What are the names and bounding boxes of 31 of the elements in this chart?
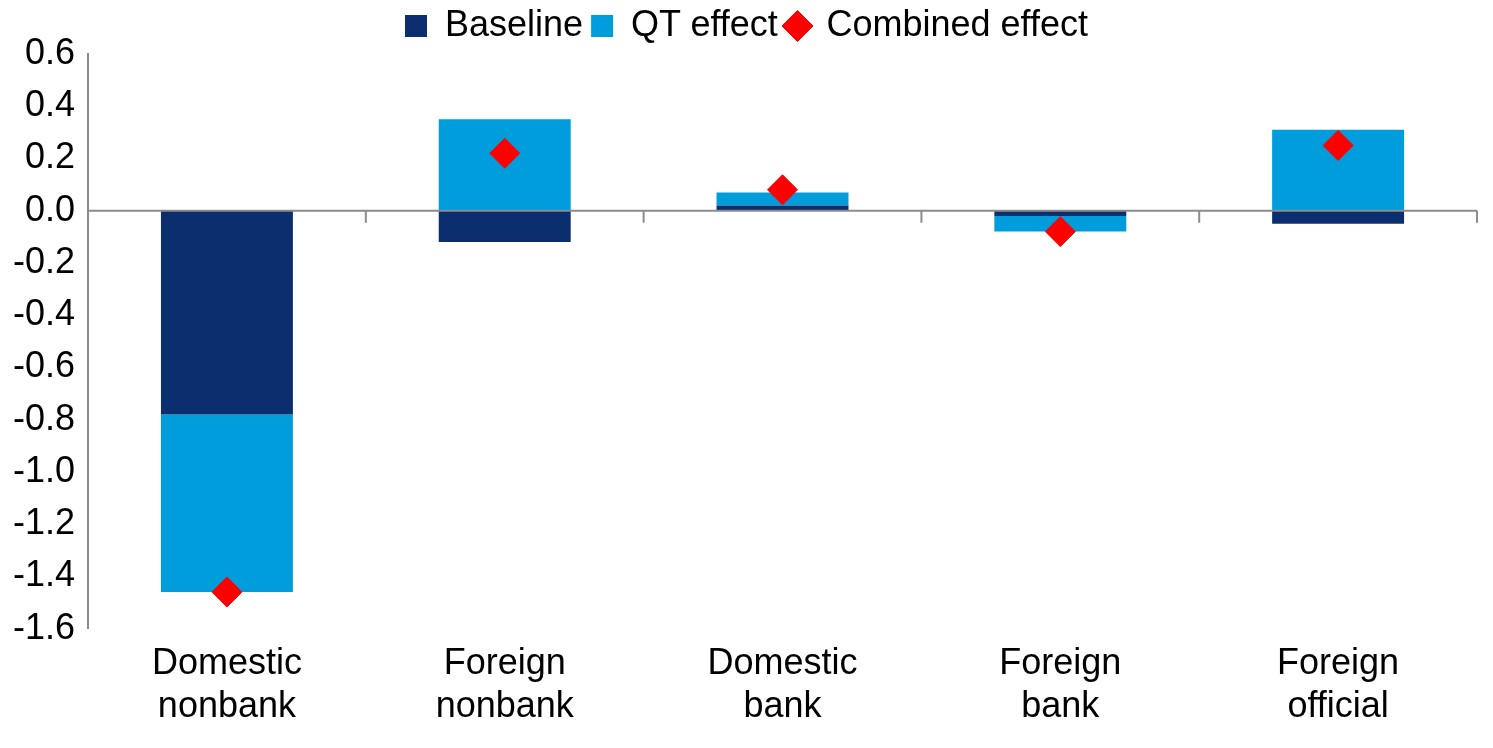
y-tick-label: -0.6: [12, 344, 76, 386]
point: [1322, 129, 1354, 161]
y-tick-label: -1.6: [12, 605, 76, 647]
x-tick-label: Foreign nonbank: [435, 641, 575, 726]
bar: [438, 210, 571, 243]
x-tick-label: Domestic nonbank: [151, 641, 302, 726]
y-tick-label: -1.2: [12, 501, 76, 543]
y-tick-label: -0.8: [12, 396, 76, 438]
point: [211, 576, 243, 608]
point: [767, 174, 799, 206]
x-tick-label: Foreign official: [1277, 641, 1400, 726]
y-tick-label: 0.2: [24, 135, 76, 177]
bar: [1272, 129, 1405, 211]
x-tick-label: Foreign bank: [999, 641, 1122, 726]
point: [489, 137, 521, 169]
legend-label: Combined effect: [826, 2, 1088, 44]
y-tick-label: -1.4: [12, 553, 76, 595]
bar: [1272, 210, 1405, 224]
legend-label: Baseline: [445, 2, 584, 44]
bar: [160, 414, 293, 593]
y-tick-label: -0.2: [12, 239, 76, 281]
bar: [438, 119, 571, 211]
y-tick-label: 0.6: [24, 30, 76, 72]
x-tick-label: Domestic bank: [707, 641, 858, 726]
y-tick-label: -1.0: [12, 448, 76, 490]
y-tick-label: -0.4: [12, 292, 76, 334]
bar: [160, 210, 293, 415]
y-tick-label: 0.4: [24, 83, 76, 125]
legend-label: QT effect: [631, 2, 778, 44]
point: [1044, 216, 1076, 248]
y-tick-label: 0.0: [24, 187, 76, 229]
